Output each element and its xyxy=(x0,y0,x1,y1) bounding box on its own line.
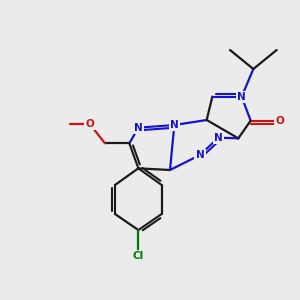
Text: N: N xyxy=(196,150,204,160)
Text: Cl: Cl xyxy=(133,251,144,261)
Text: O: O xyxy=(85,119,94,129)
Text: N: N xyxy=(170,120,179,130)
Text: N: N xyxy=(134,123,143,133)
Text: N: N xyxy=(214,133,223,143)
Text: O: O xyxy=(276,116,284,126)
Text: N: N xyxy=(237,92,246,102)
